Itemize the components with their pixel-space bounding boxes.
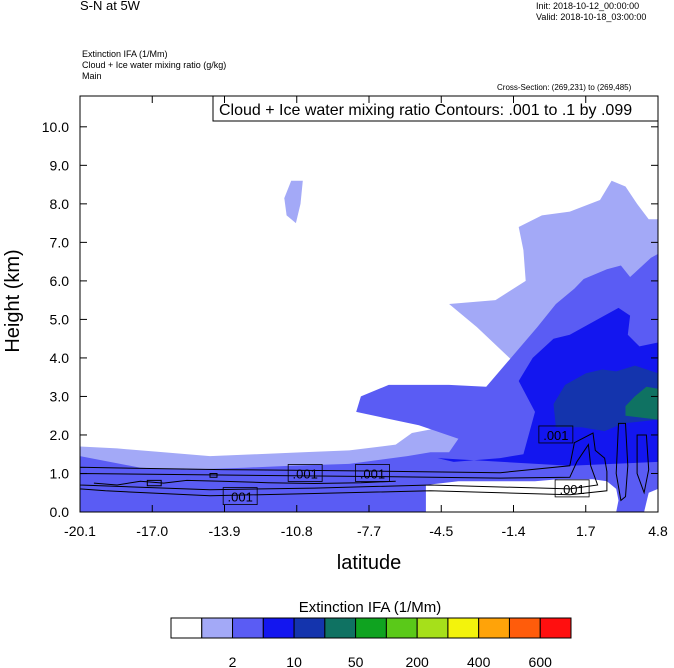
colorbar-swatch-0	[170, 617, 203, 639]
contour-line-0	[80, 432, 608, 497]
extinction-region-6	[425, 479, 619, 512]
plot-title: S-N at 5W	[80, 0, 140, 13]
colorbar-swatch-1	[201, 617, 234, 639]
contour-label-3: .001	[543, 428, 568, 443]
contour-line-6	[636, 434, 650, 495]
init-time: Init: 2018-10-12_00:00:00	[536, 1, 640, 11]
contour-label-box-1	[355, 464, 390, 482]
contour-label-box-4	[554, 479, 590, 498]
contour-line-3	[209, 473, 218, 478]
contour-labels: .001 .001 .001 .001 .001	[222, 425, 590, 505]
field-info: Extinction IFA (1/Mm) Cloud + Ice water …	[82, 49, 226, 82]
cross-section-label: Cross-Section: (269,231) to (269,485)	[497, 83, 632, 92]
y-tick-label-5: 5.0	[50, 311, 70, 327]
colorbar-title: Extinction IFA (1/Mm)	[299, 599, 442, 616]
colorbar-label-0: 2	[229, 654, 237, 668]
field-mixing-ratio: Cloud + Ice water mixing ratio (g/kg)	[82, 60, 227, 70]
colorbar-label-4: 400	[467, 654, 491, 668]
y-tick-label-1: 1.0	[50, 465, 70, 481]
y-tick-label-2: 2.0	[50, 427, 70, 443]
colorbar-label-5: 600	[529, 654, 553, 668]
contour-label-1: .001	[360, 466, 385, 481]
x-axis: -20.1 -17.0 -13.9 -10.8 -7.7 -4.5 -1.4 1.7 4.8	[64, 96, 668, 539]
contour-label-2: .001	[228, 490, 253, 505]
colorbar-swatch-3	[262, 617, 295, 639]
colorbar-swatch-2	[232, 617, 264, 639]
y-tick-label-6: 6.0	[50, 273, 70, 289]
contour-label-box-3	[538, 425, 574, 444]
colorbar-swatch-7	[385, 617, 418, 639]
contour-line-4	[146, 479, 162, 487]
domain-label: Main	[82, 71, 102, 81]
contour-line-5	[615, 422, 629, 502]
contour-label-4: .001	[559, 482, 584, 497]
x-tick-label-4: -7.7	[357, 523, 381, 539]
colorbar-swatch-8	[416, 617, 449, 639]
y-tick-label-0: 0.0	[50, 504, 70, 520]
colorbar-swatch-6	[355, 617, 387, 639]
colorbar-swatch-4	[293, 617, 326, 639]
y-tick-label-9: 9.0	[50, 157, 70, 173]
x-tick-label-1: -17.0	[136, 523, 168, 539]
extinction-region-2	[80, 253, 658, 512]
colorbar-label-2: 50	[348, 654, 364, 668]
extinction-fill-layer	[80, 180, 658, 512]
extinction-region-1	[284, 180, 303, 224]
colorbar-swatch-10	[478, 617, 510, 639]
x-tick-label-7: 1.7	[576, 523, 596, 539]
contour-line-1	[80, 443, 599, 491]
x-tick-label-3: -10.8	[281, 523, 313, 539]
field-extinction: Extinction IFA (1/Mm)	[82, 49, 168, 59]
contour-info-box	[212, 95, 659, 122]
y-axis: 0.0 1.0 2.0 3.0 4.0 5.0 6.0 7.0 8.0 9.0 10.0	[42, 119, 658, 520]
colorbar-label-3: 200	[405, 654, 429, 668]
contour-layer	[80, 422, 650, 502]
y-axis-label: Height (km)	[2, 249, 24, 352]
x-tick-label-8: 4.8	[648, 523, 668, 539]
colorbar-swatch-11	[508, 617, 541, 639]
x-axis-label: latitude	[337, 552, 402, 574]
x-tick-label-2: -13.9	[209, 523, 241, 539]
colorbar-label-1: 10	[286, 654, 302, 668]
contour-line-2	[93, 479, 396, 486]
y-tick-label-4: 4.0	[50, 350, 70, 366]
x-tick-label-5: -4.5	[429, 523, 453, 539]
y-tick-label-7: 7.0	[50, 234, 70, 250]
y-tick-label-10: 10.0	[42, 119, 69, 135]
x-tick-label-6: -1.4	[501, 523, 525, 539]
extinction-region-7	[644, 488, 658, 512]
y-tick-label-8: 8.0	[50, 196, 70, 212]
colorbar-swatch-9	[447, 617, 480, 639]
contour-label-0: .001	[293, 466, 318, 481]
colorbar-swatch-12	[539, 617, 572, 639]
extinction-region-5	[625, 386, 658, 420]
colorbar-swatch-5	[324, 617, 357, 639]
contour-label-box-2	[222, 487, 258, 505]
valid-time: Valid: 2018-10-18_03:00:00	[536, 12, 647, 22]
colorbar: 2 10 50 200 400 600	[170, 617, 572, 668]
contour-info-text: Cloud + Ice water mixing ratio Contours:…	[219, 102, 632, 119]
time-info: Init: 2018-10-12_00:00:00 Valid: 2018-10…	[536, 1, 646, 23]
contour-label-box-0	[287, 464, 323, 482]
y-tick-label-3: 3.0	[50, 388, 70, 404]
x-tick-label-0: -20.1	[64, 523, 96, 539]
